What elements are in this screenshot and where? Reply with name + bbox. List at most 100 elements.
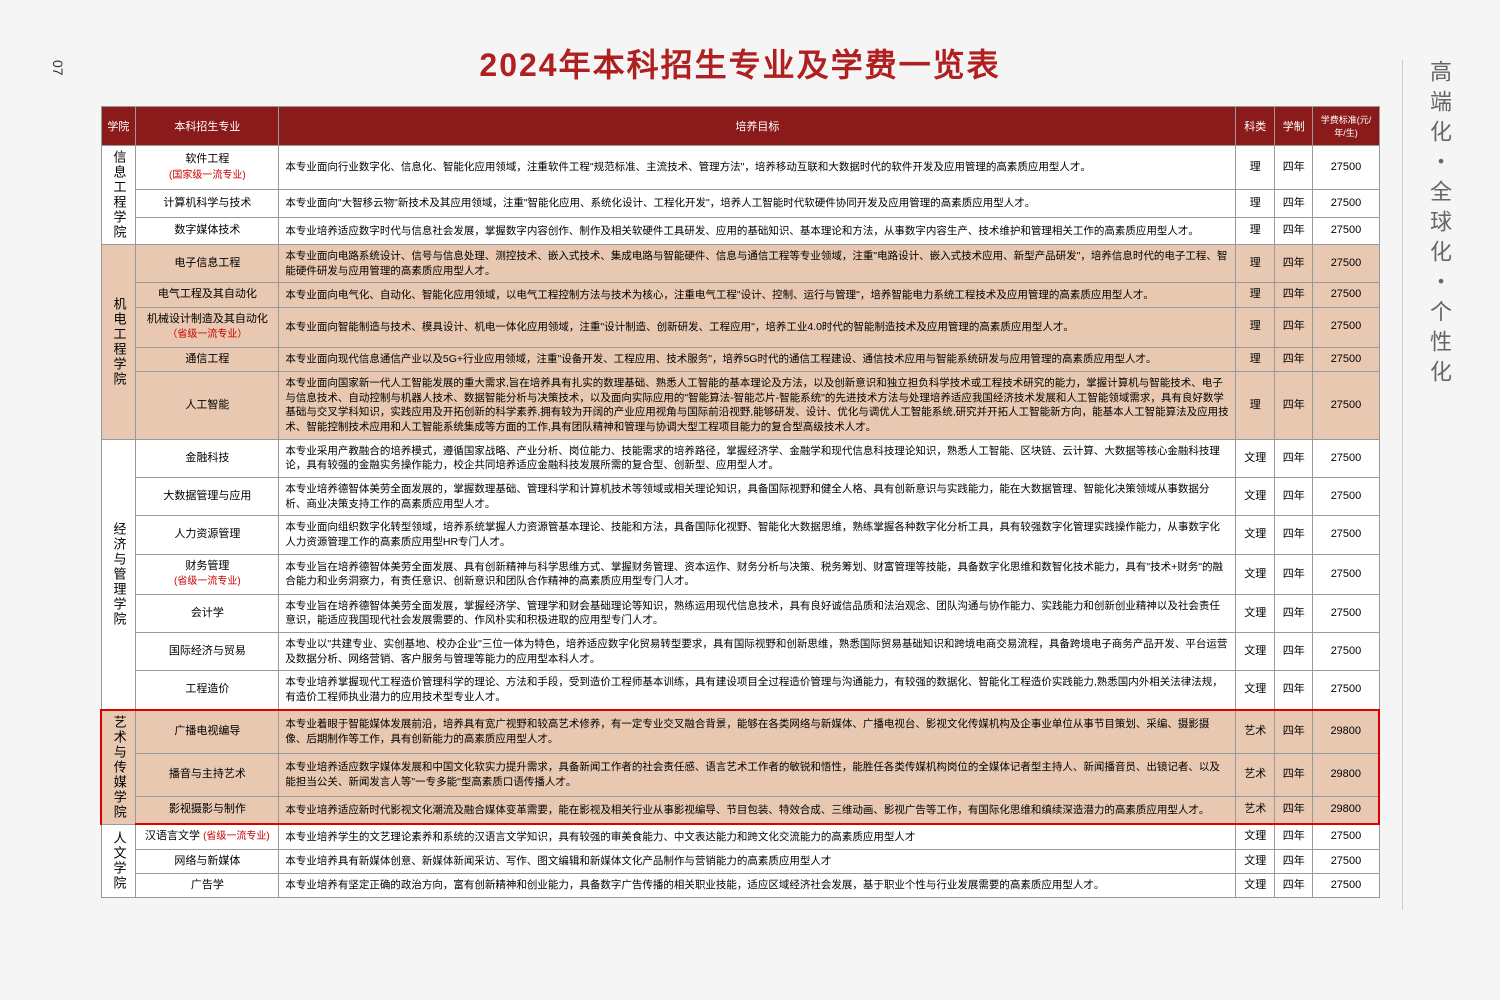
major-desc: 本专业面向现代信息通信产业以及5G+行业应用领域，注重"设备开发、工程应用、技术…: [279, 347, 1236, 371]
fee: 27500: [1313, 283, 1379, 307]
duration: 四年: [1274, 307, 1313, 347]
category: 文理: [1236, 594, 1275, 632]
fee: 29800: [1313, 753, 1379, 796]
major-desc: 本专业旨在培养德智体美劳全面发展，掌握经济学、管理学和财会基础理论等知识，熟练运…: [279, 594, 1236, 632]
fee: 27500: [1313, 347, 1379, 371]
duration: 四年: [1274, 516, 1313, 554]
table-row: 大数据管理与应用本专业培养德智体美劳全面发展的，掌握数理基础、管理科学和计算机技…: [101, 478, 1379, 516]
major-desc: 本专业面向电气化、自动化、智能化应用领域，以电气工程控制方法与技术为核心，注重电…: [279, 283, 1236, 307]
major-name: 电子信息工程: [136, 245, 279, 283]
fee: 27500: [1313, 307, 1379, 347]
major-name: 通信工程: [136, 347, 279, 371]
duration: 四年: [1274, 710, 1313, 754]
table-row: 广告学本专业培养有坚定正确的政治方向，富有创新精神和创业能力，具备数字广告传播的…: [101, 874, 1379, 898]
duration: 四年: [1274, 217, 1313, 244]
fee: 27500: [1313, 439, 1379, 477]
table-row: 艺术与传媒学院广播电视编导本专业着眼于智能媒体发展前沿，培养具有宽广视野和较高艺…: [101, 710, 1379, 754]
major-name: 大数据管理与应用: [136, 478, 279, 516]
table-row: 人工智能本专业面向国家新一代人工智能发展的重大需求,旨在培养具有扎实的数理基础、…: [101, 371, 1379, 439]
major-desc: 本专业采用产教融合的培养模式，遵循国家战略、产业分析、岗位能力、技能需求的培养路…: [279, 439, 1236, 477]
fee: 29800: [1313, 796, 1379, 824]
th-duration: 学制: [1274, 107, 1313, 146]
major-name: 机械设计制造及其自动化（省级一流专业）: [136, 307, 279, 347]
fee: 27500: [1313, 146, 1379, 190]
major-name: 会计学: [136, 594, 279, 632]
duration: 四年: [1274, 671, 1313, 710]
major-name: 金融科技: [136, 439, 279, 477]
table-row: 机电工程学院电子信息工程本专业面向电路系统设计、信号与信息处理、测控技术、嵌入式…: [101, 245, 1379, 283]
major-desc: 本专业培养德智体美劳全面发展的，掌握数理基础、管理科学和计算机技术等领域或相关理…: [279, 478, 1236, 516]
fee: 27500: [1313, 516, 1379, 554]
major-name: 影视摄影与制作: [136, 796, 279, 824]
duration: 四年: [1274, 146, 1313, 190]
major-desc: 本专业面向"大智移云物"新技术及其应用领域，注重"智能化应用、系统化设计、工程化…: [279, 190, 1236, 217]
major-name: 电气工程及其自动化: [136, 283, 279, 307]
page-title: 2024年本科招生专业及学费一览表: [100, 40, 1380, 86]
fee: 29800: [1313, 710, 1379, 754]
th-category: 科类: [1236, 107, 1275, 146]
category: 文理: [1236, 849, 1275, 873]
table-row: 经济与管理学院金融科技本专业采用产教融合的培养模式，遵循国家战略、产业分析、岗位…: [101, 439, 1379, 477]
category: 理: [1236, 146, 1275, 190]
major-name: 国际经济与贸易: [136, 632, 279, 670]
duration: 四年: [1274, 874, 1313, 898]
category: 文理: [1236, 516, 1275, 554]
th-fee: 学费标准(元/年/生): [1313, 107, 1379, 146]
duration: 四年: [1274, 849, 1313, 873]
category: 文理: [1236, 874, 1275, 898]
th-major: 本科招生专业: [136, 107, 279, 146]
table-row: 通信工程本专业面向现代信息通信产业以及5G+行业应用领域，注重"设备开发、工程应…: [101, 347, 1379, 371]
category: 文理: [1236, 632, 1275, 670]
fee: 27500: [1313, 874, 1379, 898]
duration: 四年: [1274, 245, 1313, 283]
th-college: 学院: [101, 107, 136, 146]
th-goal: 培养目标: [279, 107, 1236, 146]
major-desc: 本专业培养具有新媒体创意、新媒体新闻采访、写作、图文编辑和新媒体文化产品制作与营…: [279, 849, 1236, 873]
category: 理: [1236, 245, 1275, 283]
college-name: 经济与管理学院: [101, 439, 136, 710]
duration: 四年: [1274, 371, 1313, 439]
duration: 四年: [1274, 824, 1313, 849]
category: 理: [1236, 283, 1275, 307]
major-desc: 本专业面向智能制造与技术、模具设计、机电一体化应用领域，注重"设计制造、创新研发…: [279, 307, 1236, 347]
fee: 27500: [1313, 824, 1379, 849]
category: 艺术: [1236, 753, 1275, 796]
fee: 27500: [1313, 849, 1379, 873]
category: 文理: [1236, 554, 1275, 594]
fee: 27500: [1313, 371, 1379, 439]
college-name: 信息工程学院: [101, 146, 136, 245]
major-name: 广播电视编导: [136, 710, 279, 754]
category: 理: [1236, 190, 1275, 217]
duration: 四年: [1274, 594, 1313, 632]
category: 文理: [1236, 671, 1275, 710]
table-row: 信息工程学院软件工程(国家级一流专业)本专业面向行业数字化、信息化、智能化应用领…: [101, 146, 1379, 190]
duration: 四年: [1274, 753, 1313, 796]
table-row: 电气工程及其自动化本专业面向电气化、自动化、智能化应用领域，以电气工程控制方法与…: [101, 283, 1379, 307]
duration: 四年: [1274, 478, 1313, 516]
table-row: 人力资源管理本专业面向组织数字化转型领域，培养系统掌握人力资源管基本理论、技能和…: [101, 516, 1379, 554]
major-desc: 本专业培养适应数字媒体发展和中国文化软实力提升需求，具备新闻工作者的社会责任感、…: [279, 753, 1236, 796]
category: 文理: [1236, 824, 1275, 849]
table-row: 国际经济与贸易本专业以"共建专业、实创基地、校办企业"三位一体为特色，培养适应数…: [101, 632, 1379, 670]
category: 理: [1236, 217, 1275, 244]
major-name: 工程造价: [136, 671, 279, 710]
table-row: 影视摄影与制作本专业培养适应新时代影视文化潮流及融合媒体变革需要，能在影视及相关…: [101, 796, 1379, 824]
fee: 27500: [1313, 217, 1379, 244]
category: 文理: [1236, 478, 1275, 516]
major-desc: 本专业面向行业数字化、信息化、智能化应用领域，注重软件工程"规范标准、主流技术、…: [279, 146, 1236, 190]
college-name: 艺术与传媒学院: [101, 710, 136, 825]
major-desc: 本专业以"共建专业、实创基地、校办企业"三位一体为特色，培养适应数字化贸易转型要…: [279, 632, 1236, 670]
fee: 27500: [1313, 594, 1379, 632]
major-name: 广告学: [136, 874, 279, 898]
fee: 27500: [1313, 190, 1379, 217]
major-name: 人工智能: [136, 371, 279, 439]
duration: 四年: [1274, 347, 1313, 371]
major-name: 计算机科学与技术: [136, 190, 279, 217]
major-desc: 本专业培养适应新时代影视文化潮流及融合媒体变革需要，能在影视及相关行业从事影视编…: [279, 796, 1236, 824]
category: 理: [1236, 307, 1275, 347]
table-row: 计算机科学与技术本专业面向"大智移云物"新技术及其应用领域，注重"智能化应用、系…: [101, 190, 1379, 217]
category: 理: [1236, 371, 1275, 439]
main-content: 2024年本科招生专业及学费一览表 学院 本科招生专业 培养目标 科类 学制 学…: [100, 40, 1380, 898]
table-row: 播音与主持艺术本专业培养适应数字媒体发展和中国文化软实力提升需求，具备新闻工作者…: [101, 753, 1379, 796]
major-name: 软件工程(国家级一流专业): [136, 146, 279, 190]
